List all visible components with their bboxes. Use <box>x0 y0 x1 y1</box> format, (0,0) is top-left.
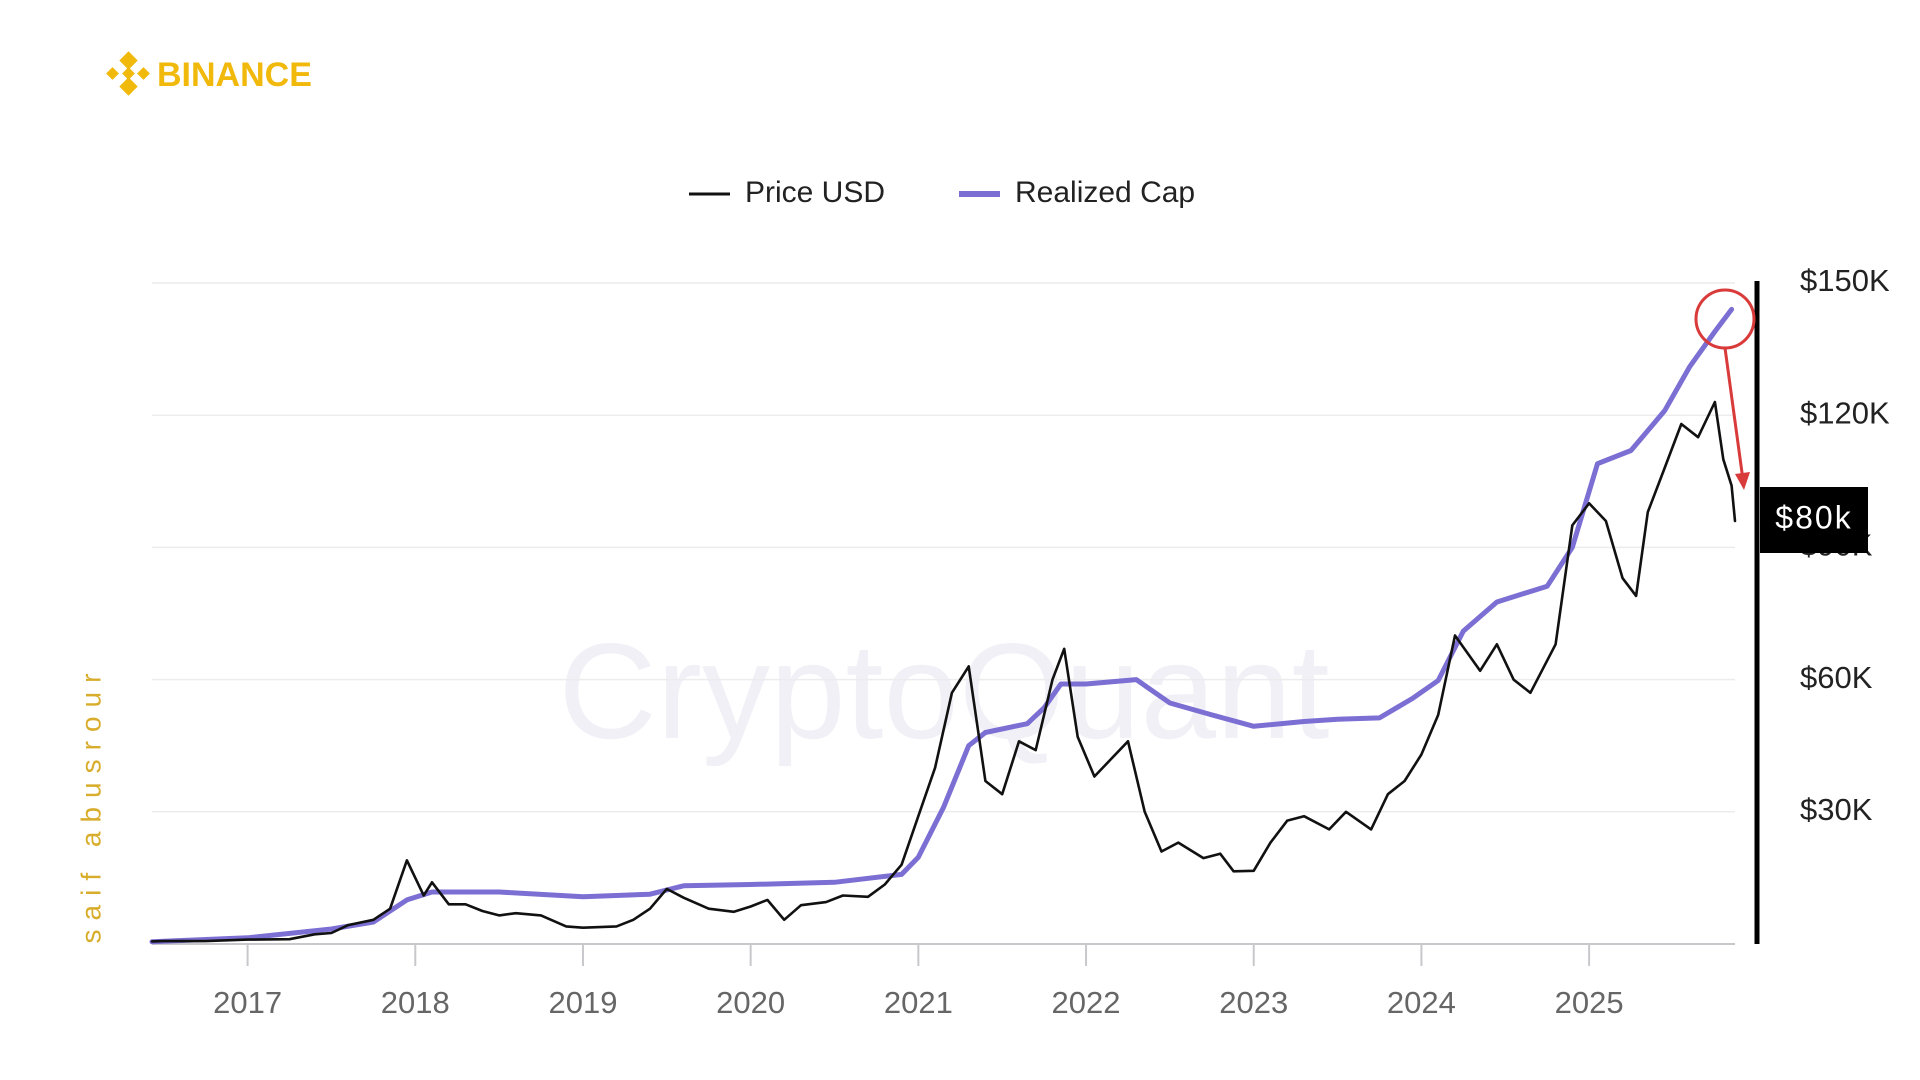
x-tick-label: 2017 <box>213 985 282 1020</box>
x-tick-label: 2024 <box>1387 985 1456 1020</box>
x-tick-label: 2019 <box>548 985 617 1020</box>
x-tick-label: 2025 <box>1555 985 1624 1020</box>
x-tick-label: 2023 <box>1219 985 1288 1020</box>
y-tick-label: $120K <box>1800 395 1890 430</box>
legend: Price USD Realized Cap <box>689 176 1195 209</box>
price-callout: $80k <box>1760 487 1868 553</box>
y-tick-label: $150K <box>1800 263 1890 298</box>
x-tick-label: 2021 <box>884 985 953 1020</box>
y-tick-label: $30K <box>1800 792 1873 827</box>
series-line <box>149 306 1735 945</box>
callout-text: $80k <box>1775 499 1852 535</box>
signature: saif abusrour <box>75 665 106 944</box>
arrow-head <box>1735 472 1750 490</box>
legend-label: Price USD <box>745 176 885 209</box>
grid: 2017 2018 2019 2020 2021 2022 2023 2024 2025 <box>152 282 1735 1020</box>
brand-name: BINANCE <box>157 56 312 94</box>
legend-label: Realized Cap <box>1015 176 1195 209</box>
callout-box <box>1760 487 1868 553</box>
watermark: CryptoQuant <box>558 615 1329 767</box>
x-tick-label: 2020 <box>716 985 785 1020</box>
series-line <box>150 400 1737 943</box>
brand-logo <box>106 51 150 96</box>
plot-area <box>149 306 1737 945</box>
x-tick-label: 2018 <box>381 985 450 1020</box>
arrow-line <box>1723 347 1745 481</box>
y-axis: $30K$60K$90K$120K$150K <box>1800 263 1890 827</box>
x-tick-label: 2022 <box>1052 985 1121 1020</box>
y-tick-label: $60K <box>1800 660 1873 695</box>
